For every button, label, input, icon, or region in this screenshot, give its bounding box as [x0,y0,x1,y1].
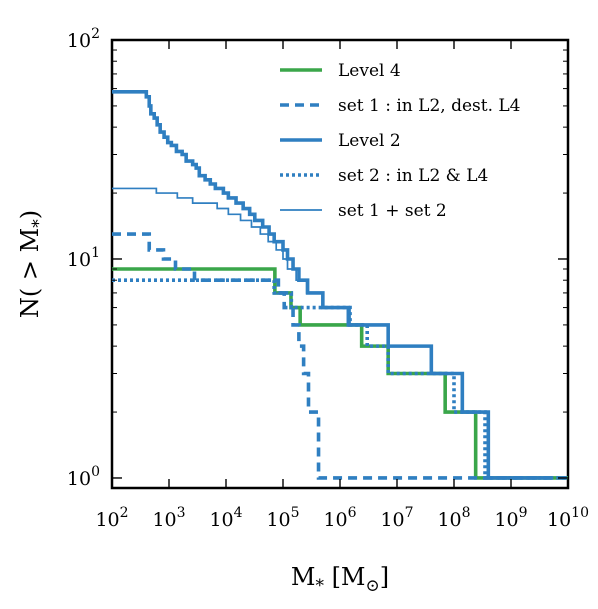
series-line-2 [112,232,568,480]
legend-label-1: Level 4 [338,61,401,81]
y-axis-label-subscript: * [29,219,49,228]
x-tick-label: 107 [380,505,413,531]
x-tick-label: 104 [209,505,242,531]
x-tick-label: 102 [95,505,128,531]
x-tick-label: 103 [152,505,185,531]
legend-label-2: set 1 : in L2, dest. L4 [338,96,520,116]
series-line-1 [112,267,568,480]
x-axis-label: M* [M⊙] [291,563,389,596]
y-tick-label: 101 [67,245,100,271]
x-tick-label: 109 [494,505,527,531]
x-tick-label: 1010 [547,505,589,531]
y-axis-label: N( > M*) [16,210,49,318]
y-tick-label: 102 [67,26,100,52]
x-tick-label: 106 [323,505,356,531]
legend-label-3: Level 2 [338,131,401,151]
legend-label-4: set 2 : in L2 & L4 [338,166,488,186]
legend: Level 4 set 1 : in L2, dest. L4 Level 2 set… [280,61,520,221]
x-tick-label: 105 [266,505,299,531]
series-line-5 [112,187,551,479]
x-axis-label-sun-symbol: ⊙ [366,576,380,596]
x-axis-label-subscript: * [315,576,324,596]
ticks-group: 102 103 104 105 106 107 108 109 1010 100 101 102 [67,26,589,531]
legend-label-5: set 1 + set 2 [338,201,447,221]
series-group [112,90,568,480]
series-line-4 [112,278,568,480]
x-tick-label: 108 [437,505,470,531]
y-tick-label: 100 [67,464,100,490]
